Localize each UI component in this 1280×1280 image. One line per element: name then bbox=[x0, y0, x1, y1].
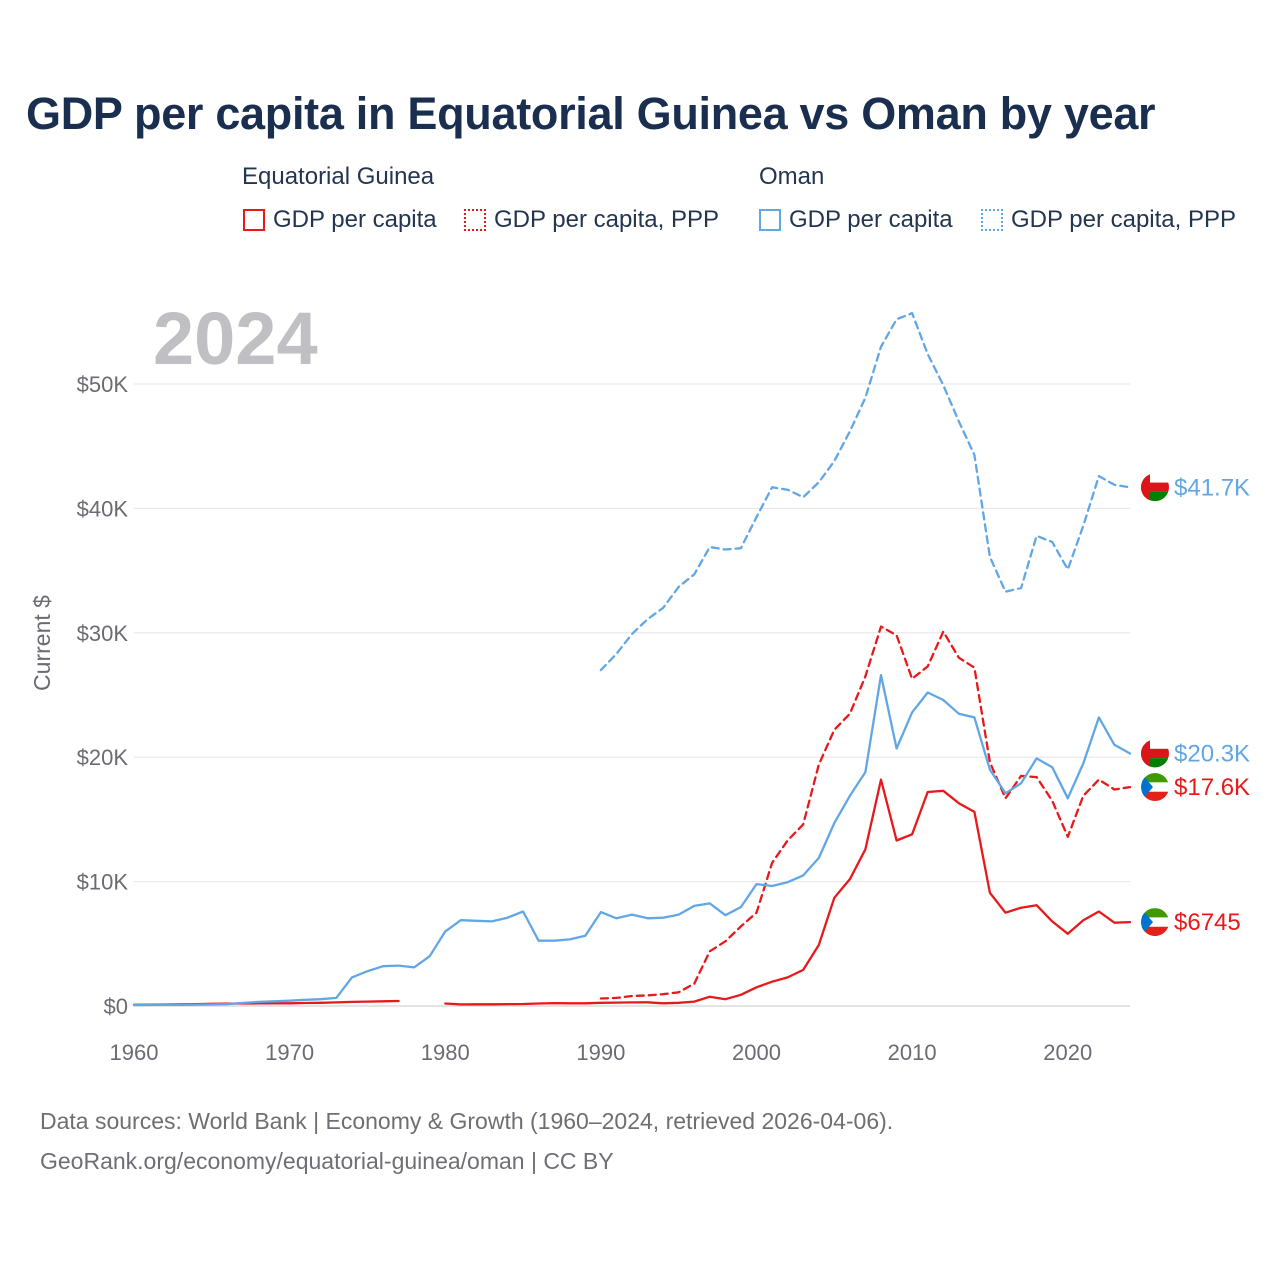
y-tick-label: $0 bbox=[104, 994, 128, 1019]
equatorial-guinea-flag-icon bbox=[1141, 773, 1169, 802]
y-tick-label: $20K bbox=[77, 745, 129, 770]
series-line-oman-gdp-per-capita bbox=[132, 673, 1132, 1007]
series-end-label: $41.7K bbox=[1174, 474, 1250, 501]
legend-swatch-dotted-red bbox=[464, 209, 486, 231]
chart-title: GDP per capita in Equatorial Guinea vs O… bbox=[26, 88, 1156, 139]
series-end-label: $6745 bbox=[1174, 909, 1241, 936]
series-end-label: $17.6K bbox=[1174, 774, 1250, 801]
legend-group-oman: Oman bbox=[759, 163, 825, 190]
x-tick-label: 1960 bbox=[110, 1040, 159, 1065]
legend-label: GDP per capita, PPP bbox=[494, 206, 719, 233]
x-tick-label: 2010 bbox=[888, 1040, 937, 1065]
x-tick-label: 2020 bbox=[1043, 1040, 1092, 1065]
series-end-label: $20.3K bbox=[1174, 740, 1250, 767]
legend-swatch-dotted-blue bbox=[981, 209, 1003, 231]
x-tick-label: 1990 bbox=[576, 1040, 625, 1065]
x-tick-label: 2000 bbox=[732, 1040, 781, 1065]
legend-swatch-solid-red bbox=[243, 209, 265, 231]
legend-item-om-gdp-ppp[interactable]: GDP per capita, PPP bbox=[981, 205, 1236, 235]
x-tick-label: 1980 bbox=[421, 1040, 470, 1065]
series-line-oman-gdp-per-capita-ppp bbox=[599, 311, 1132, 672]
y-tick-label: $30K bbox=[77, 621, 129, 646]
oman-flag-icon bbox=[1141, 739, 1169, 768]
x-tick-label: 1970 bbox=[265, 1040, 314, 1065]
series-line-equatorial-guinea-gdp-per-capita-ppp bbox=[599, 625, 1132, 1000]
series-line-equatorial-guinea-gdp-per-capita bbox=[132, 778, 1132, 1006]
y-tick-label: $40K bbox=[77, 496, 129, 521]
source-line-1: Data sources: World Bank | Economy & Gro… bbox=[40, 1108, 894, 1134]
y-tick-label: $50K bbox=[77, 372, 129, 397]
legend-label: GDP per capita bbox=[273, 206, 437, 233]
legend-item-eg-gdp-ppp[interactable]: GDP per capita, PPP bbox=[464, 205, 719, 235]
year-watermark: 2024 bbox=[153, 297, 318, 380]
legend-item-eg-gdp[interactable]: GDP per capita bbox=[243, 205, 437, 235]
y-axis-title: Current $ bbox=[29, 595, 55, 691]
legend-swatch-solid-blue bbox=[759, 209, 781, 231]
legend-label: GDP per capita bbox=[789, 206, 953, 233]
oman-flag-icon bbox=[1141, 473, 1169, 502]
legend-label: GDP per capita, PPP bbox=[1011, 206, 1236, 233]
legend-group-equatorial-guinea: Equatorial Guinea bbox=[242, 163, 435, 190]
source-line-2[interactable]: GeoRank.org/economy/equatorial-guinea/om… bbox=[40, 1148, 614, 1174]
equatorial-guinea-flag-icon bbox=[1141, 908, 1169, 937]
legend-item-om-gdp[interactable]: GDP per capita bbox=[759, 205, 953, 235]
y-tick-label: $10K bbox=[77, 870, 129, 895]
